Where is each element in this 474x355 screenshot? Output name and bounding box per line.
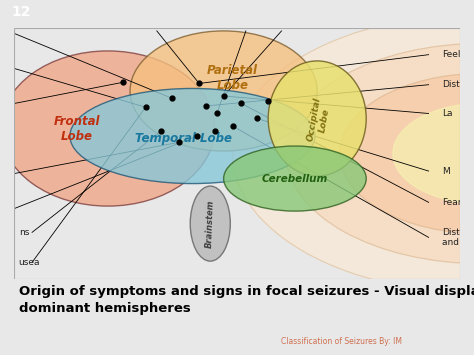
Text: Origin of symptoms and signs in focal seizures - Visual display over the
dominan: Origin of symptoms and signs in focal se… <box>19 285 474 315</box>
Text: Classification of Seizures By: IM: Classification of Seizures By: IM <box>281 337 402 346</box>
Ellipse shape <box>224 146 366 211</box>
Text: ns: ns <box>18 228 29 237</box>
Text: M: M <box>442 166 450 176</box>
Ellipse shape <box>1 51 215 206</box>
Circle shape <box>393 104 474 204</box>
Text: Disto: Disto <box>442 80 465 89</box>
Ellipse shape <box>70 88 315 184</box>
Circle shape <box>339 73 474 234</box>
Text: 12: 12 <box>12 5 31 19</box>
Text: Disturb
and of r: Disturb and of r <box>442 228 474 247</box>
Text: Parietal
Lobe: Parietal Lobe <box>207 65 258 92</box>
Text: La: La <box>442 109 453 118</box>
Ellipse shape <box>130 31 317 151</box>
Text: Cerebellum: Cerebellum <box>262 174 328 184</box>
Text: Fear: Fear <box>442 198 462 207</box>
Circle shape <box>233 13 474 294</box>
Text: Feeling: Feeling <box>442 50 474 59</box>
Ellipse shape <box>190 186 230 261</box>
Circle shape <box>286 43 474 264</box>
Text: usea: usea <box>18 258 40 267</box>
Text: Frontal
Lobe: Frontal Lobe <box>54 115 100 142</box>
Text: Temporal Lobe: Temporal Lobe <box>135 132 232 145</box>
Text: Brainstem: Brainstem <box>205 199 216 248</box>
Ellipse shape <box>268 61 366 176</box>
Text: Occipital
Lobe: Occipital Lobe <box>306 96 333 143</box>
